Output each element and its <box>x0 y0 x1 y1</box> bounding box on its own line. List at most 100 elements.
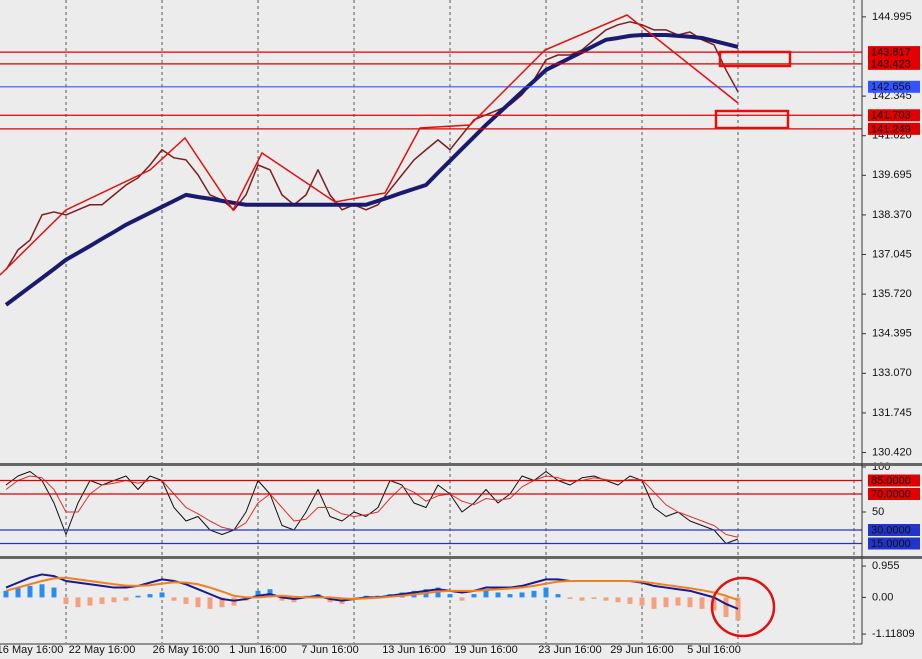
histogram-bar <box>171 597 177 601</box>
histogram-bar <box>279 597 285 601</box>
series-line <box>4 32 739 307</box>
histogram-bar <box>603 597 609 601</box>
histogram-bar <box>447 594 453 598</box>
histogram-bar <box>87 597 93 606</box>
y-tick-label: 139.695 <box>872 169 912 181</box>
level-label: 30.0000 <box>871 524 911 536</box>
histogram-bar <box>39 584 45 598</box>
histogram-bar <box>483 589 489 598</box>
level-label-box <box>868 524 920 536</box>
level-label-box <box>868 537 920 550</box>
histogram-bar <box>135 595 141 598</box>
histogram-bar <box>615 597 621 603</box>
highlight-box <box>714 109 790 130</box>
histogram-bar <box>159 592 165 598</box>
level-label-box <box>868 488 920 500</box>
y-tick-label: 134.395 <box>872 328 912 340</box>
x-tick-label: 22 May 16:00 <box>69 644 136 656</box>
annotations <box>0 14 792 638</box>
histogram-bar <box>687 597 693 608</box>
histogram-bar <box>123 597 129 601</box>
y-tick-label: 135.720 <box>872 288 912 300</box>
x-tick-label: 13 Jun 16:00 <box>382 644 446 656</box>
level-label: 141.703 <box>871 110 911 122</box>
y-tick-label: 100 <box>872 461 890 473</box>
level-label: 142.656 <box>871 81 911 93</box>
level-label: 85.0000 <box>871 475 911 487</box>
series-line <box>5 21 739 271</box>
histogram-bar <box>531 590 537 598</box>
x-tick-label: 29 Jun 16:00 <box>610 644 674 656</box>
y-tick-label: 133.070 <box>872 367 912 379</box>
histogram-bar <box>63 597 69 604</box>
level-label-box <box>868 109 920 122</box>
histogram-bar <box>75 597 81 608</box>
y-tick-label: 144.995 <box>872 11 912 23</box>
histogram-bar <box>543 587 549 598</box>
histogram-bar <box>591 597 597 600</box>
histogram-bar <box>219 597 225 608</box>
x-tick-label: 23 Jun 16:00 <box>538 644 602 656</box>
level-label: 143.817 <box>871 47 911 59</box>
x-tick-label: 1 Jun 16:00 <box>229 644 287 656</box>
zigzag <box>0 14 739 276</box>
y-tick-label: 137.045 <box>872 248 912 260</box>
histogram-bar <box>555 594 561 598</box>
y-tick-label: 138.370 <box>872 209 912 221</box>
histogram-bar <box>255 590 261 598</box>
y-tick-label: -1.11809 <box>872 628 915 640</box>
y-tick-label: 131.745 <box>872 407 912 419</box>
level-label: 141.249 <box>871 123 911 135</box>
histogram-bar <box>99 597 105 604</box>
histogram-bar <box>183 597 189 604</box>
histogram-bar <box>147 594 153 598</box>
level-label-box <box>868 80 920 93</box>
series-line <box>5 576 739 601</box>
x-tick-label: 26 May 16:00 <box>153 644 220 656</box>
y-tick-label: 130.420 <box>872 446 912 458</box>
histogram-bar <box>495 592 501 598</box>
histogram-bar <box>27 585 33 598</box>
series-line <box>5 471 739 544</box>
histogram-bar <box>567 597 573 600</box>
x-tick-label: 7 Jun 16:00 <box>301 644 359 656</box>
histogram-bar <box>3 590 9 598</box>
x-tick-label: 19 Jun 16:00 <box>454 644 518 656</box>
histogram-bar <box>735 597 741 621</box>
y-tick-label: 50 <box>872 506 884 518</box>
level-label-box <box>868 122 920 135</box>
x-tick-label: 16 May 16:00 <box>0 644 63 656</box>
histogram-bar <box>459 597 465 601</box>
histogram-bar <box>723 597 729 618</box>
histogram-bar <box>579 597 585 601</box>
y-tick-label: 142.345 <box>872 90 912 102</box>
histogram-bar <box>675 597 681 606</box>
level-label-box <box>868 474 920 487</box>
y-tick-label: 0.00 <box>872 591 893 603</box>
histogram-bar <box>627 597 633 604</box>
histogram-bar <box>663 597 669 608</box>
histogram-bar <box>711 597 717 611</box>
histogram-bar <box>507 594 513 598</box>
histogram-bar <box>111 597 117 603</box>
histogram-bar <box>699 597 705 609</box>
highlight-box <box>718 50 792 68</box>
histogram-bar <box>51 587 57 598</box>
level-label: 15.0000 <box>871 538 911 550</box>
histogram-bar <box>195 597 201 608</box>
y-tick-label: 0.955 <box>872 560 900 572</box>
histogram-bar <box>519 592 525 598</box>
level-label-box <box>868 57 920 70</box>
highlight-circle <box>710 576 776 638</box>
level-label: 70.0000 <box>871 488 911 500</box>
histogram-bar <box>651 597 657 609</box>
histogram-bar <box>15 587 21 598</box>
level-label: 143.423 <box>871 58 911 70</box>
histogram-bar <box>207 597 213 609</box>
histogram-bar <box>639 597 645 606</box>
panel-separator <box>0 463 922 466</box>
level-label-box <box>868 46 920 59</box>
histogram-bar <box>471 594 477 598</box>
